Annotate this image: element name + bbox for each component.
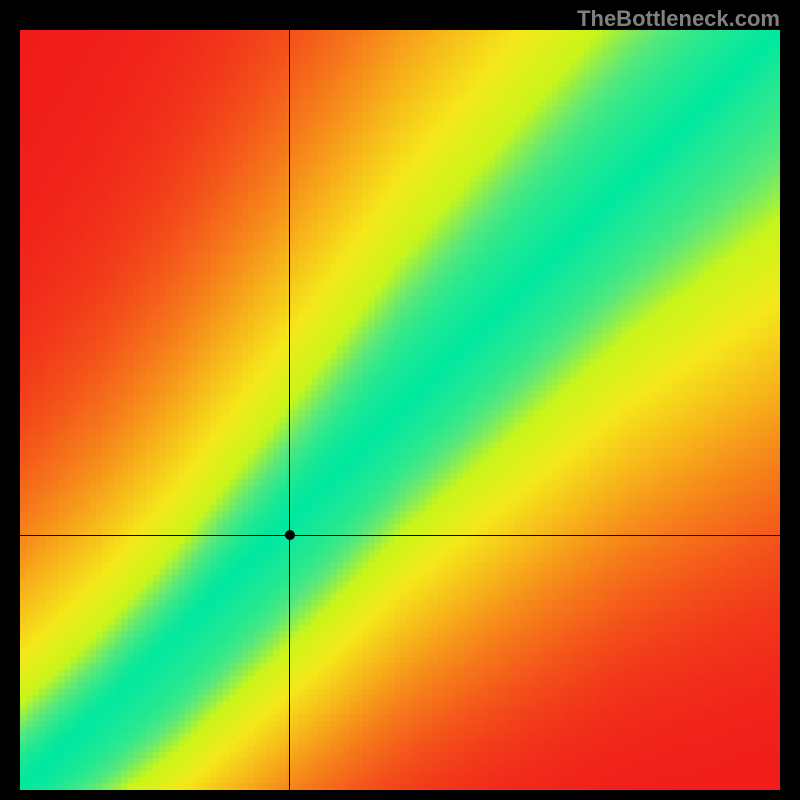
- heatmap-canvas: [20, 30, 780, 790]
- crosshair-vertical: [289, 30, 290, 790]
- marker-point: [285, 530, 295, 540]
- crosshair-horizontal: [20, 535, 780, 536]
- heatmap-plot: [20, 30, 780, 790]
- watermark-text: TheBottleneck.com: [577, 6, 780, 32]
